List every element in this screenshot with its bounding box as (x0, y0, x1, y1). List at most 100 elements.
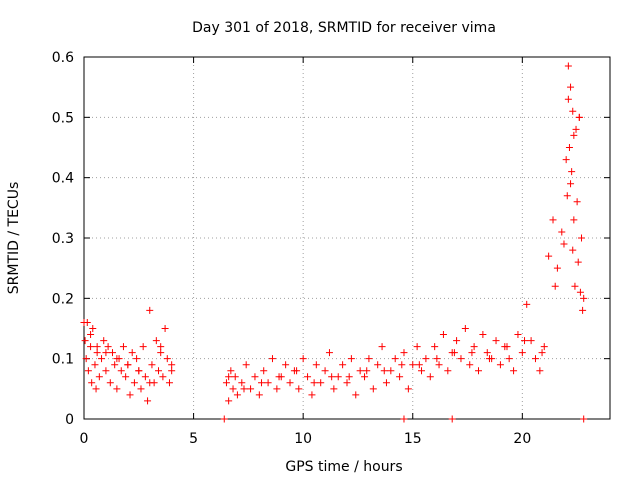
data-point (444, 367, 452, 375)
data-point (98, 355, 106, 363)
data-point (553, 264, 561, 272)
data-point (304, 373, 312, 381)
data-point (268, 355, 276, 363)
data-point (146, 379, 154, 387)
y-tick-label: 0.4 (52, 171, 74, 187)
data-point (564, 62, 572, 70)
data-point (365, 355, 373, 363)
data-point (95, 373, 103, 381)
data-point (400, 415, 408, 423)
data-point (93, 343, 101, 351)
data-point (453, 337, 461, 345)
data-point (431, 343, 439, 351)
data-point (146, 306, 154, 314)
data-point (580, 294, 588, 302)
data-point (286, 379, 294, 387)
data-point (157, 343, 165, 351)
data-point (130, 379, 138, 387)
data-point (391, 355, 399, 363)
data-point (161, 325, 169, 332)
data-point (369, 385, 377, 393)
data-point (82, 355, 90, 363)
data-point (242, 361, 250, 369)
data-point (576, 288, 584, 296)
data-point (439, 331, 447, 339)
data-point (152, 337, 160, 345)
data-point (128, 349, 136, 357)
x-tick-label: 20 (513, 431, 531, 447)
data-point (100, 337, 108, 345)
data-point (155, 367, 163, 375)
data-point (238, 379, 246, 387)
data-point (104, 343, 112, 351)
data-point (569, 246, 577, 254)
data-point (450, 349, 458, 357)
data-point (567, 180, 575, 188)
data-point (575, 113, 583, 121)
data-point (282, 361, 290, 369)
data-point (334, 373, 342, 381)
data-point (135, 367, 143, 375)
data-point (321, 367, 329, 375)
data-point (122, 373, 130, 381)
data-point (382, 379, 390, 387)
data-point (251, 373, 259, 381)
data-point (549, 216, 557, 224)
data-point (163, 355, 171, 363)
point-layer (80, 62, 588, 423)
data-point (361, 373, 369, 381)
data-point (220, 415, 228, 423)
data-point (378, 343, 386, 351)
data-point (222, 379, 230, 387)
data-point (137, 385, 145, 393)
plot-frame (83, 56, 611, 420)
data-point (91, 361, 99, 369)
data-point (168, 367, 176, 375)
data-point (119, 343, 127, 351)
data-point (88, 379, 96, 387)
data-point (545, 252, 553, 260)
data-point (536, 367, 544, 375)
data-point (485, 355, 493, 363)
data-point (84, 367, 92, 375)
data-point (275, 373, 283, 381)
data-point (87, 343, 95, 351)
data-point (240, 385, 248, 393)
data-point (396, 373, 404, 381)
data-point (569, 107, 577, 115)
data-point (159, 373, 167, 381)
x-tick-label: 5 (189, 431, 198, 447)
y-tick-label: 0.6 (52, 50, 74, 66)
data-point (144, 397, 152, 405)
data-point (264, 379, 272, 387)
y-tick-label: 0.1 (52, 352, 74, 368)
x-axis-label: GPS time / hours (285, 459, 402, 475)
data-point (564, 95, 572, 103)
data-point (404, 385, 412, 393)
data-point (225, 373, 233, 381)
data-point (229, 385, 237, 393)
data-point (157, 349, 165, 357)
x-tick-label: 0 (80, 431, 89, 447)
data-point (317, 379, 325, 387)
data-point (255, 391, 263, 399)
data-point (113, 385, 121, 393)
data-point (347, 355, 355, 363)
data-point (81, 337, 89, 345)
data-point (572, 125, 580, 133)
data-point (308, 391, 316, 399)
data-point (293, 367, 301, 375)
chart-title: Day 301 of 2018, SRMTID for receiver vim… (192, 20, 496, 36)
data-point (558, 228, 566, 236)
data-point (398, 361, 406, 369)
data-point (433, 355, 441, 363)
data-point (562, 156, 570, 164)
data-point (510, 367, 518, 375)
data-point (165, 379, 173, 387)
data-point (578, 234, 586, 242)
data-point (102, 349, 110, 357)
data-point (568, 168, 576, 176)
data-point (475, 367, 482, 375)
data-point (92, 385, 100, 393)
data-point (117, 367, 125, 375)
